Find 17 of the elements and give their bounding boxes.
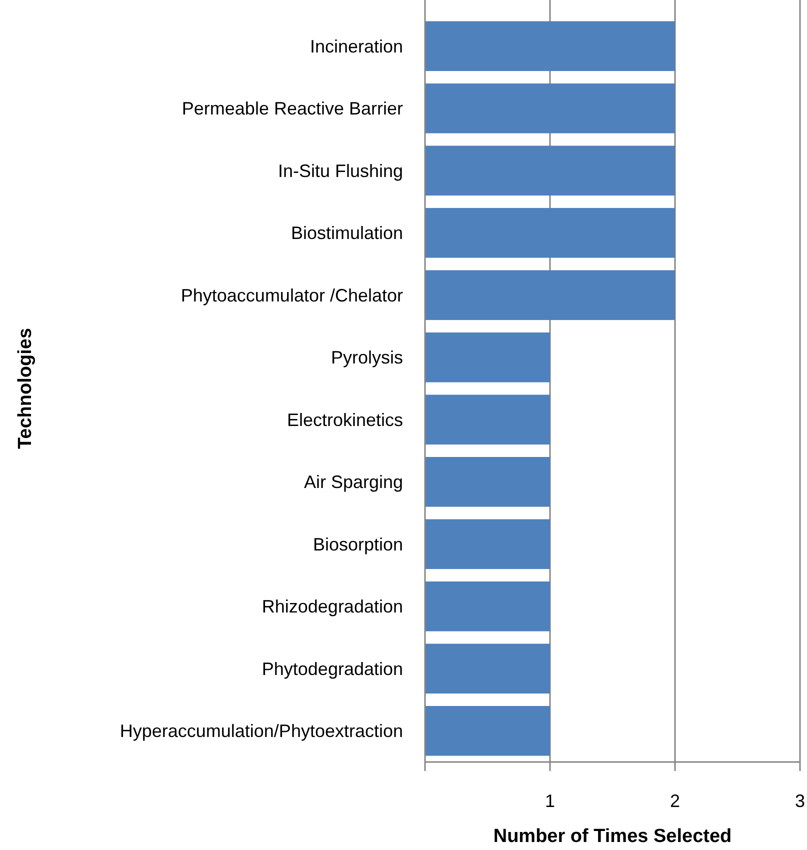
y-tick-label: Rhizodegradation xyxy=(262,596,403,617)
y-tick-label: Air Sparging xyxy=(304,472,403,492)
y-tick-label: Biosorption xyxy=(312,534,403,554)
y-tick-label: Electrokinetics xyxy=(286,410,403,430)
y-tick-label: Permeable Reactive Barrier xyxy=(182,98,403,119)
y-tick-label: Phytoaccumulator /Chelator xyxy=(180,285,404,306)
y-tick-label: Biostimulation xyxy=(290,223,403,244)
x-tick-label: 3 xyxy=(794,791,806,811)
y-tick-label: Phytodegradation xyxy=(262,658,403,679)
x-tick-label: 1 xyxy=(544,791,556,811)
y-tick-label: Pyrolysis xyxy=(330,348,403,368)
y-tick-label: Hyperaccumulation/Phytoextraction xyxy=(120,721,403,742)
y-axis-title: Technologies xyxy=(15,328,36,450)
y-tick-label: In-Situ Flushing xyxy=(278,160,403,181)
y-tick-label: Incineration xyxy=(310,36,403,56)
x-axis-title: Number of Times Selected xyxy=(493,826,732,847)
x-tick-label: 2 xyxy=(670,791,680,811)
